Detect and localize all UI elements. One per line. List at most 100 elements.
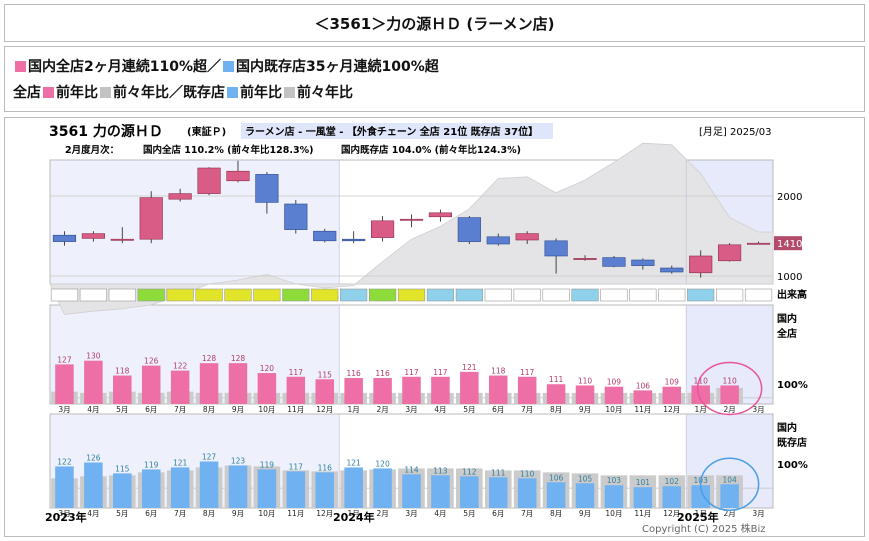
value-bar [662, 386, 682, 404]
header-info-bg [241, 123, 553, 139]
candle-body [631, 259, 655, 266]
value-label: 127 [202, 452, 217, 461]
month-tick-label: 9月 [579, 509, 591, 518]
ex-baseline-label: 100% [777, 460, 808, 471]
value-label: 103 [607, 476, 622, 485]
value-label: 116 [375, 369, 390, 378]
value-bar [344, 467, 363, 508]
volume-cell [368, 288, 397, 302]
all-store-stat: 国内全店 110.2% (前々年比128.3%) [143, 144, 313, 156]
value-bar [373, 468, 392, 508]
value-bar [546, 482, 566, 508]
value-label: 114 [404, 465, 419, 474]
candle-body [428, 212, 452, 218]
value-label: 117 [289, 368, 304, 377]
month-tick-label: 11月 [634, 509, 651, 518]
value-bar [402, 376, 421, 404]
value-label: 126 [144, 357, 159, 366]
value-bar [84, 360, 103, 404]
page-title: ＜3561＞力の源ＨＤ (ラーメン店) [4, 4, 865, 42]
value-bar [315, 472, 334, 508]
volume-cell [311, 288, 339, 302]
volume-cell [108, 288, 136, 302]
candle-body [718, 244, 742, 262]
month-tick-label: 3月 [405, 509, 417, 518]
value-label: 116 [346, 369, 361, 378]
candle-body [197, 167, 221, 194]
month-tick-label: 3月 [752, 405, 764, 414]
value-label: 127 [57, 355, 72, 364]
price-tick-label: 2000 [777, 192, 802, 203]
month-tick-label: 7月 [174, 509, 186, 518]
value-bar [431, 475, 450, 508]
value-bar [141, 365, 161, 404]
month-tick-label: 2月 [723, 509, 735, 518]
value-label: 102 [665, 477, 680, 486]
blue-square-icon [223, 60, 234, 72]
volume-label: 出来高 [777, 288, 807, 301]
legend-prefix: 全店 [13, 85, 41, 101]
legend-row-1: 国内全店2ヶ月連続110%超／ 国内既存店35ヶ月連続100%超 [13, 53, 856, 79]
candle-body [342, 238, 366, 242]
all-baseline-label: 100% [777, 380, 808, 391]
value-label: 117 [404, 368, 419, 377]
month-tick-label: 10月 [605, 509, 622, 518]
month-tick-label: 4月 [87, 509, 99, 518]
candle-body [284, 203, 308, 230]
candle-body [660, 267, 684, 273]
value-bar [373, 378, 392, 404]
value-bar [575, 483, 595, 508]
highlight-circle [696, 361, 763, 416]
value-bar [402, 474, 421, 508]
value-label: 117 [433, 368, 448, 377]
month-tick-label: 11月 [287, 509, 304, 518]
year-label-2023: 2023年 [45, 510, 87, 524]
month-tick-label: 1月 [348, 509, 360, 518]
value-bar [517, 478, 537, 508]
month-tick-label: 4月 [434, 509, 446, 518]
value-bar [315, 379, 334, 404]
header-period: [月足] 2025/03 [699, 126, 772, 138]
candle-body [746, 242, 771, 245]
value-label: 109 [607, 378, 622, 387]
month-tick-label: 10月 [258, 405, 275, 414]
month-tick-label: 4月 [434, 405, 446, 414]
value-label: 121 [346, 458, 361, 467]
value-bar [460, 371, 479, 404]
month-tick-label: 6月 [492, 509, 504, 518]
value-label: 115 [318, 370, 333, 379]
legend-existing-text: 国内既存店35ヶ月連続100%超 [236, 59, 439, 75]
candle-body [52, 234, 77, 242]
value-bar [141, 469, 161, 508]
month-tick-label: 5月 [463, 405, 475, 414]
candle-body [544, 240, 568, 257]
legend-all-store-text: 国内全店2ヶ月連続110%超／ [28, 59, 221, 75]
candle-body [226, 170, 250, 182]
value-label: 119 [260, 460, 275, 469]
month-tick-label: 12月 [663, 405, 680, 414]
value-label: 121 [462, 363, 477, 372]
value-bar [286, 376, 306, 404]
value-label: 101 [636, 478, 651, 487]
value-label: 113 [433, 466, 448, 475]
highlight-circle [699, 457, 760, 512]
value-label: 116 [318, 463, 333, 472]
copyright: Copyright (C) 2025 株Biz [642, 522, 766, 535]
value-bar [575, 385, 595, 404]
legend-row-2: 全店 前年比 前々年比／既存店 前年比 前々年比 [13, 79, 856, 105]
value-bar [517, 376, 537, 404]
all-panel-label-2: 全店 [776, 327, 797, 340]
value-label: 121 [173, 458, 188, 467]
candle-body [255, 174, 279, 203]
volume-cell [79, 288, 107, 302]
month-tick-label: 8月 [550, 509, 562, 518]
existing-stat: 国内既存店 104.0% (前々年比124.3%) [341, 144, 521, 156]
month-tick-label: 5月 [116, 405, 128, 414]
month-tick-label: 6月 [145, 405, 157, 414]
value-label: 110 [578, 376, 593, 385]
value-label: 119 [144, 460, 159, 469]
value-bar [546, 384, 566, 404]
candle-body [168, 193, 192, 200]
value-bar [720, 484, 739, 508]
volume-cell [50, 288, 79, 302]
